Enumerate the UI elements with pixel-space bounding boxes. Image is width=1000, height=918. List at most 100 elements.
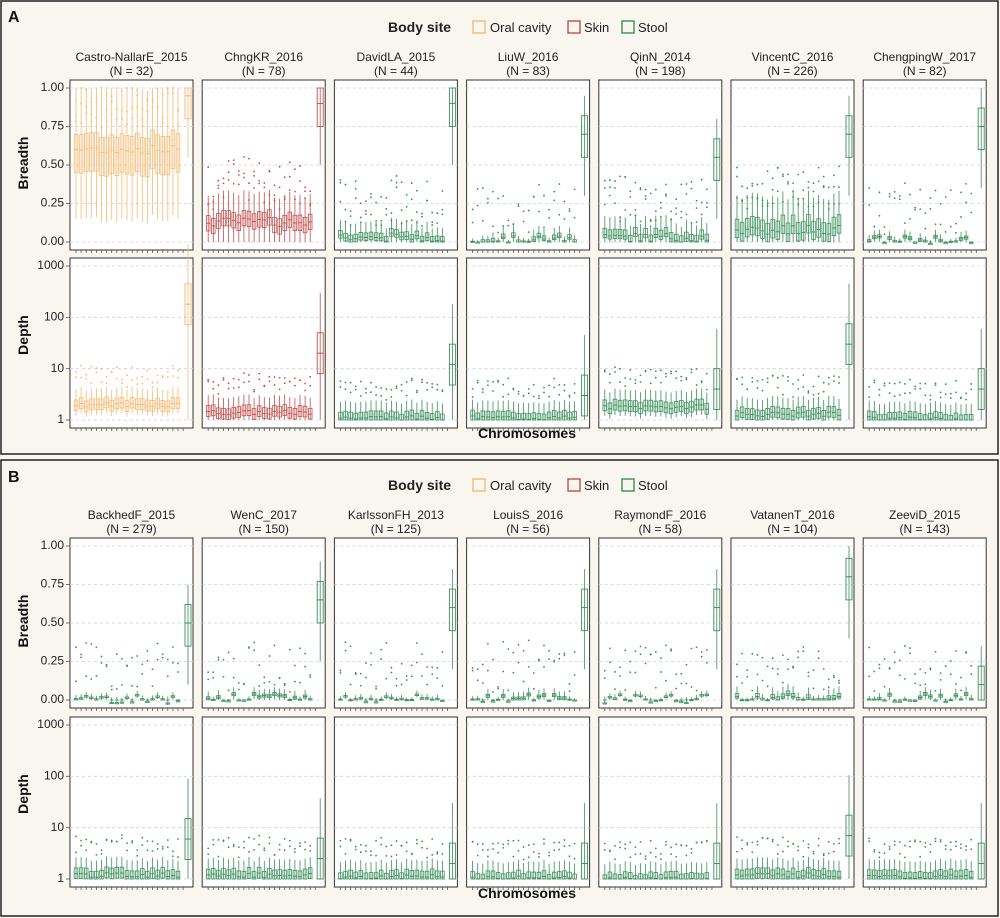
outlier bbox=[278, 165, 281, 168]
outlier bbox=[629, 190, 632, 193]
outlier bbox=[792, 196, 794, 198]
outlier bbox=[944, 848, 947, 851]
y-tick-label: 100 bbox=[44, 769, 64, 783]
outlier bbox=[771, 202, 774, 205]
box bbox=[882, 869, 887, 880]
outlier bbox=[426, 856, 428, 859]
outlier bbox=[888, 195, 891, 198]
y-tick-label: 100 bbox=[44, 310, 64, 324]
outlier bbox=[751, 185, 754, 187]
outlier bbox=[756, 840, 759, 843]
outlier bbox=[888, 382, 891, 385]
outlier bbox=[349, 839, 352, 842]
outlier bbox=[553, 849, 556, 852]
outlier bbox=[253, 187, 256, 189]
outlier bbox=[782, 201, 784, 203]
outlier bbox=[955, 379, 957, 382]
outlier bbox=[833, 203, 835, 205]
outlier bbox=[227, 689, 230, 692]
outlier bbox=[273, 683, 276, 686]
outlier bbox=[909, 378, 911, 381]
outlier bbox=[441, 389, 444, 391]
outlier bbox=[955, 231, 957, 234]
outlier bbox=[80, 653, 82, 656]
outlier bbox=[294, 190, 296, 193]
outlier bbox=[949, 397, 952, 400]
outlier bbox=[151, 98, 154, 101]
outlier bbox=[807, 671, 810, 674]
outlier bbox=[929, 843, 932, 846]
box bbox=[572, 411, 577, 421]
y-tick-label: 1000 bbox=[37, 717, 64, 731]
outlier bbox=[492, 190, 494, 193]
outlier bbox=[146, 649, 149, 652]
outlier bbox=[970, 848, 973, 851]
box bbox=[394, 869, 399, 880]
outlier bbox=[131, 87, 134, 89]
outlier bbox=[126, 110, 128, 113]
legend-label-oral: Oral cavity bbox=[490, 20, 552, 35]
outlier bbox=[304, 382, 306, 385]
outlier bbox=[110, 685, 113, 688]
outlier bbox=[807, 843, 810, 846]
outlier bbox=[807, 205, 810, 208]
outlier bbox=[110, 688, 113, 691]
outlier bbox=[558, 213, 561, 216]
outlier bbox=[904, 844, 906, 847]
outlier bbox=[502, 195, 505, 197]
outlier bbox=[614, 844, 616, 847]
outlier bbox=[558, 183, 561, 185]
box bbox=[704, 872, 709, 880]
outlier bbox=[919, 684, 922, 687]
outlier bbox=[126, 123, 128, 126]
outlier bbox=[380, 224, 383, 227]
outlier bbox=[522, 858, 525, 861]
box bbox=[358, 870, 363, 880]
outlier bbox=[385, 213, 388, 216]
outlier bbox=[960, 191, 962, 194]
outlier bbox=[807, 846, 810, 849]
outlier bbox=[416, 838, 418, 841]
outlier bbox=[700, 651, 703, 653]
box bbox=[953, 870, 959, 880]
outlier bbox=[955, 391, 957, 394]
outlier bbox=[807, 186, 810, 189]
box bbox=[602, 228, 607, 239]
outlier bbox=[156, 105, 159, 108]
box bbox=[145, 700, 150, 703]
box bbox=[175, 870, 181, 880]
outlier bbox=[792, 396, 794, 398]
outlier bbox=[365, 662, 367, 664]
outlier bbox=[431, 221, 434, 224]
box bbox=[440, 870, 445, 880]
outlier bbox=[792, 190, 794, 193]
outlier bbox=[436, 212, 439, 215]
outlier bbox=[309, 190, 312, 193]
outlier bbox=[619, 175, 621, 178]
outlier bbox=[543, 386, 545, 389]
outlier bbox=[522, 846, 525, 848]
outlier bbox=[812, 393, 815, 396]
outlier bbox=[527, 392, 530, 395]
outlier bbox=[390, 666, 393, 669]
box bbox=[541, 870, 547, 880]
outlier bbox=[390, 396, 393, 398]
legend-a: Body site Oral cavity Skin Stool bbox=[388, 19, 668, 35]
outlier bbox=[898, 394, 901, 396]
outlier bbox=[914, 208, 916, 211]
facet-n: (N = 226) bbox=[767, 64, 817, 78]
outlier bbox=[359, 672, 362, 675]
outlier bbox=[538, 852, 540, 855]
outlier bbox=[619, 666, 621, 669]
outlier bbox=[538, 659, 540, 662]
outlier bbox=[243, 381, 245, 384]
outlier bbox=[421, 675, 423, 677]
outlier bbox=[527, 856, 530, 859]
facet-n: (N = 56) bbox=[506, 522, 550, 536]
outlier bbox=[883, 843, 886, 846]
box bbox=[378, 410, 384, 421]
facet-n: (N = 83) bbox=[506, 64, 550, 78]
outlier bbox=[807, 180, 810, 183]
outlier bbox=[426, 683, 428, 686]
outlier bbox=[878, 394, 881, 397]
